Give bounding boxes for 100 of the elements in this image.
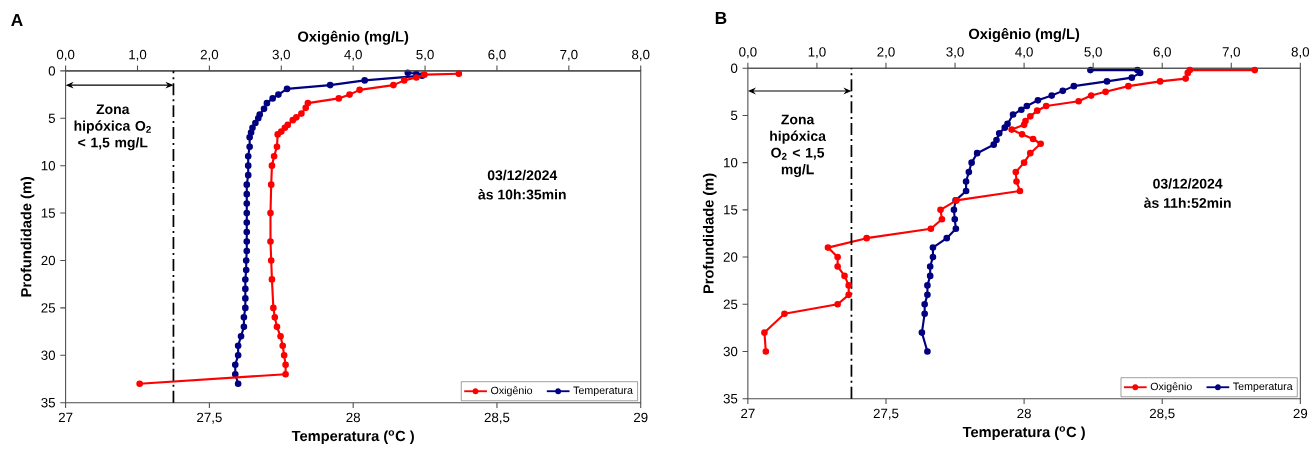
annotation: às 10h:35min	[478, 188, 566, 200]
x2-tick-label: 7,0	[1222, 47, 1240, 59]
x-tick-label: 28,5	[484, 412, 510, 424]
x-tick-label: 27,5	[197, 412, 222, 424]
point	[242, 257, 250, 264]
point	[924, 281, 931, 289]
point	[924, 291, 931, 298]
point	[249, 124, 256, 131]
point	[1087, 66, 1094, 74]
point	[929, 244, 937, 251]
point	[252, 119, 259, 127]
y-tick-label: 35	[41, 397, 56, 408]
x2-tick-label: 6,0	[1153, 47, 1171, 59]
x2-tick-label: 3,0	[946, 47, 964, 59]
point	[951, 215, 959, 223]
x-axis-title: Temperatura ($^{o}$C )	[962, 426, 1085, 440]
y-tick-label: 0	[48, 66, 56, 76]
x2-axis-title: Oxigênio (mg/L)	[968, 27, 1080, 42]
x2-tick-label: 5,0	[1084, 47, 1102, 59]
point	[1128, 74, 1136, 81]
point	[973, 149, 981, 157]
x-tick-label: 27	[58, 412, 73, 422]
y-tick-label: 10	[724, 157, 738, 168]
x-tick-label: 27	[741, 408, 755, 418]
point	[242, 275, 249, 283]
point	[275, 91, 282, 98]
point	[1059, 87, 1067, 95]
point	[243, 209, 251, 217]
point	[240, 313, 248, 321]
point	[995, 129, 1003, 137]
x-tick-label: 28	[346, 412, 360, 422]
annotation: Zona hipóxica O$_{2}$ < 1,5 mg/L	[74, 104, 151, 151]
y-tick-label: 0	[730, 63, 738, 73]
point	[246, 133, 253, 141]
point	[269, 94, 276, 102]
x2-tick-label: 8,0	[1291, 47, 1310, 59]
annotation: 03/12/2024	[487, 169, 558, 181]
y-tick-label: 5	[730, 110, 738, 120]
point	[234, 351, 242, 359]
point	[231, 370, 239, 378]
point	[242, 266, 250, 274]
point	[962, 187, 970, 195]
point	[929, 253, 937, 261]
point	[926, 272, 934, 280]
y-tick-label: 20	[723, 252, 738, 262]
x2-tick-label: 0,0	[739, 47, 757, 59]
point	[326, 81, 334, 89]
point	[943, 234, 951, 242]
point	[950, 206, 958, 214]
y-tick-label: 25	[723, 299, 738, 309]
point	[234, 342, 242, 349]
x2-axis-title: Oxigênio (mg/L)	[298, 30, 409, 45]
x2-tick-label: 2,0	[877, 47, 895, 59]
y-tick-label: 35	[723, 393, 738, 404]
point	[990, 141, 998, 148]
point	[240, 323, 248, 331]
legend-label: Oxigênio	[491, 386, 533, 397]
x-tick-label: 28,5	[1149, 408, 1175, 420]
x2-tick-label: 8,0	[632, 49, 650, 61]
point	[242, 304, 249, 312]
legend-label: Oxigênio	[1150, 382, 1192, 393]
annotation: 03/12/2024	[1153, 178, 1223, 189]
x2-tick-label: 7,0	[560, 49, 578, 61]
y-axis-title: Profundidade (m)	[702, 173, 717, 293]
x2-tick-label: 5,0	[416, 49, 434, 61]
y-tick-label: 10	[41, 160, 56, 171]
point	[1009, 110, 1017, 118]
point	[1034, 96, 1042, 104]
x2-tick-label: 4,0	[344, 49, 362, 61]
point	[1103, 77, 1111, 85]
point	[918, 329, 926, 336]
point	[244, 152, 252, 160]
x2-tick-label: 1,0	[129, 49, 147, 61]
y-tick-label: 20	[41, 255, 56, 266]
point	[361, 76, 368, 84]
x-tick-label: 29	[1293, 408, 1308, 418]
point	[237, 332, 245, 340]
point	[243, 238, 251, 245]
point	[243, 200, 251, 207]
legend-label: Temperatura	[573, 386, 633, 396]
x2-tick-label: 0,0	[56, 49, 75, 61]
y-tick-label: 30	[41, 350, 56, 360]
point	[243, 219, 251, 226]
point	[921, 310, 928, 317]
point	[260, 105, 268, 112]
point	[254, 114, 262, 122]
legend-label: Temperatura	[1233, 382, 1293, 392]
chart-title: B	[715, 11, 727, 24]
x2-tick-label: 1,0	[808, 47, 826, 59]
point	[993, 136, 1000, 144]
point	[1001, 124, 1009, 131]
point	[921, 300, 928, 308]
point	[926, 263, 934, 270]
chart-title: A	[11, 13, 23, 26]
x-tick-label: 29	[633, 412, 648, 422]
x-axis-title: Temperatura ($^{o}$C )	[291, 430, 414, 444]
y-tick-label: 30	[723, 346, 738, 357]
point	[234, 380, 242, 387]
point	[924, 347, 931, 355]
point	[244, 162, 252, 169]
